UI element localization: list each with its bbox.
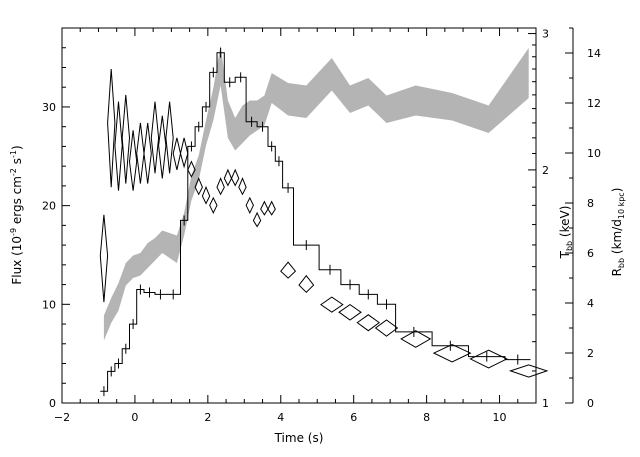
kT-diamond-point <box>128 130 138 191</box>
kT-diamond-layer <box>99 68 549 378</box>
radius-tick-label: 6 <box>587 247 594 260</box>
flux-tick-label: 20 <box>42 200 56 213</box>
kT-diamond-point <box>99 214 109 303</box>
flux-axis-title: Flux (10-9 ergs cm-2 s-1) <box>9 145 24 284</box>
kT-diamond-point <box>252 211 262 228</box>
kT-diamond-point <box>508 364 549 378</box>
kT-diamond-point <box>338 303 362 321</box>
kT-diamond-point <box>194 177 203 196</box>
kT-diamond-point <box>114 101 123 191</box>
kT-diamond-point <box>150 101 160 174</box>
radius-band <box>103 45 529 341</box>
kT-tick-label: 1 <box>542 397 549 410</box>
kT-diamond-point <box>469 349 508 369</box>
kT-diamond-point <box>223 168 233 187</box>
x-tick-label: 10 <box>493 411 507 424</box>
radius-tick-label: 2 <box>587 347 594 360</box>
x-tick-label: −2 <box>54 411 70 424</box>
kT-diamond-point <box>260 200 269 216</box>
kT-diamond-point <box>209 196 218 215</box>
radius-tick-label: 4 <box>587 297 594 310</box>
radius-tick-label: 8 <box>587 197 594 210</box>
kT-tick-label: 3 <box>542 28 549 41</box>
x-tick-label: 4 <box>277 411 284 424</box>
kT-diamond-point <box>201 185 211 205</box>
flux-tick-label: 0 <box>49 397 56 410</box>
kT-diamond-point <box>179 137 189 169</box>
radius-tick-label: 0 <box>587 397 594 410</box>
kT-diamond-point <box>121 94 131 184</box>
kT-diamond-point <box>172 137 182 171</box>
kT-diamond-point <box>216 177 225 196</box>
kT-diamond-point <box>165 101 174 174</box>
radius-tick-label: 14 <box>587 47 601 60</box>
kT-diamond-point <box>356 314 381 332</box>
radius-tick-label: 12 <box>587 97 601 110</box>
radius-band-layer <box>103 45 529 341</box>
kT-diamond-point <box>136 122 145 184</box>
flux-tick-label: 10 <box>42 298 56 311</box>
kT-diamond-point <box>280 261 297 279</box>
kT-diamond-point <box>245 196 254 215</box>
x-tick-label: 6 <box>350 411 357 424</box>
kT-diamond-point <box>230 168 240 187</box>
x-tick-label: 2 <box>204 411 211 424</box>
kT-diamond-point <box>238 177 247 196</box>
flux-histogram-layer <box>100 47 531 397</box>
plot-frame <box>61 27 537 404</box>
kT-diamond-point <box>320 296 344 313</box>
kT-diamond-point <box>187 160 196 178</box>
x-axis-title: Time (s) <box>274 431 324 445</box>
kT-diamond-point <box>143 122 152 184</box>
radius-tick-label: 10 <box>587 147 601 160</box>
flux-histogram-line <box>100 52 531 392</box>
kT-diamond-point <box>267 200 276 216</box>
kT-diamond-point <box>374 319 399 337</box>
kT-diamond-point <box>158 115 167 179</box>
x-tick-label: 8 <box>423 411 430 424</box>
kT-diamond-point <box>400 330 432 348</box>
kT-tick-label: 2 <box>542 164 549 177</box>
kT-diamond-point <box>298 274 315 294</box>
kT-diamond-point <box>107 68 116 188</box>
x-tick-label: 0 <box>131 411 138 424</box>
kT-diamond-point <box>432 343 472 363</box>
flux-tick-label: 30 <box>42 101 56 114</box>
radius-axis-title: Rbb (km/d10 kpc) <box>610 188 626 277</box>
kT-axis-title: Tbb (keV) <box>558 206 574 260</box>
